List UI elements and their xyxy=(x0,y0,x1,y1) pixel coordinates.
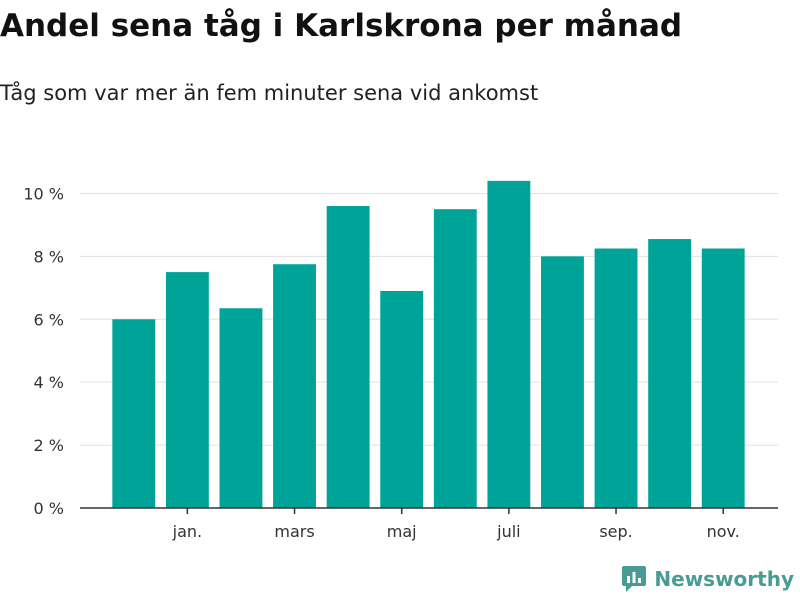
x-tick-label: juli xyxy=(496,522,520,541)
bar xyxy=(165,272,209,508)
x-tick-label: nov. xyxy=(707,522,740,541)
bar xyxy=(594,248,638,508)
bar xyxy=(326,206,370,508)
brand-name: Newsworthy xyxy=(654,567,794,591)
bar xyxy=(541,256,584,508)
chart-title: Andel sena tåg i Karlskrona per månad xyxy=(0,8,683,44)
y-tick-label: 4 % xyxy=(34,373,64,392)
y-tick-label: 10 % xyxy=(23,184,64,203)
newsworthy-icon xyxy=(622,566,647,592)
x-tick-label: maj xyxy=(387,522,417,541)
bar xyxy=(112,319,156,508)
bar xyxy=(380,290,424,508)
bar xyxy=(273,264,316,508)
bar xyxy=(487,180,531,508)
x-tick-label: sep. xyxy=(599,522,632,541)
brand-logo[interactable]: Newsworthy xyxy=(622,566,794,592)
y-tick-label: 6 % xyxy=(34,310,64,329)
chart-subtitle: Tåg som var mer än fem minuter sena vid … xyxy=(0,81,539,105)
y-tick-label: 2 % xyxy=(34,436,64,455)
x-tick-label: jan. xyxy=(172,522,202,541)
bar xyxy=(701,248,745,508)
bar xyxy=(648,239,692,508)
bar xyxy=(433,209,477,508)
y-tick-label: 8 % xyxy=(34,247,64,266)
bar xyxy=(219,308,263,508)
x-tick-label: mars xyxy=(274,522,314,541)
y-tick-label: 0 % xyxy=(34,499,64,518)
